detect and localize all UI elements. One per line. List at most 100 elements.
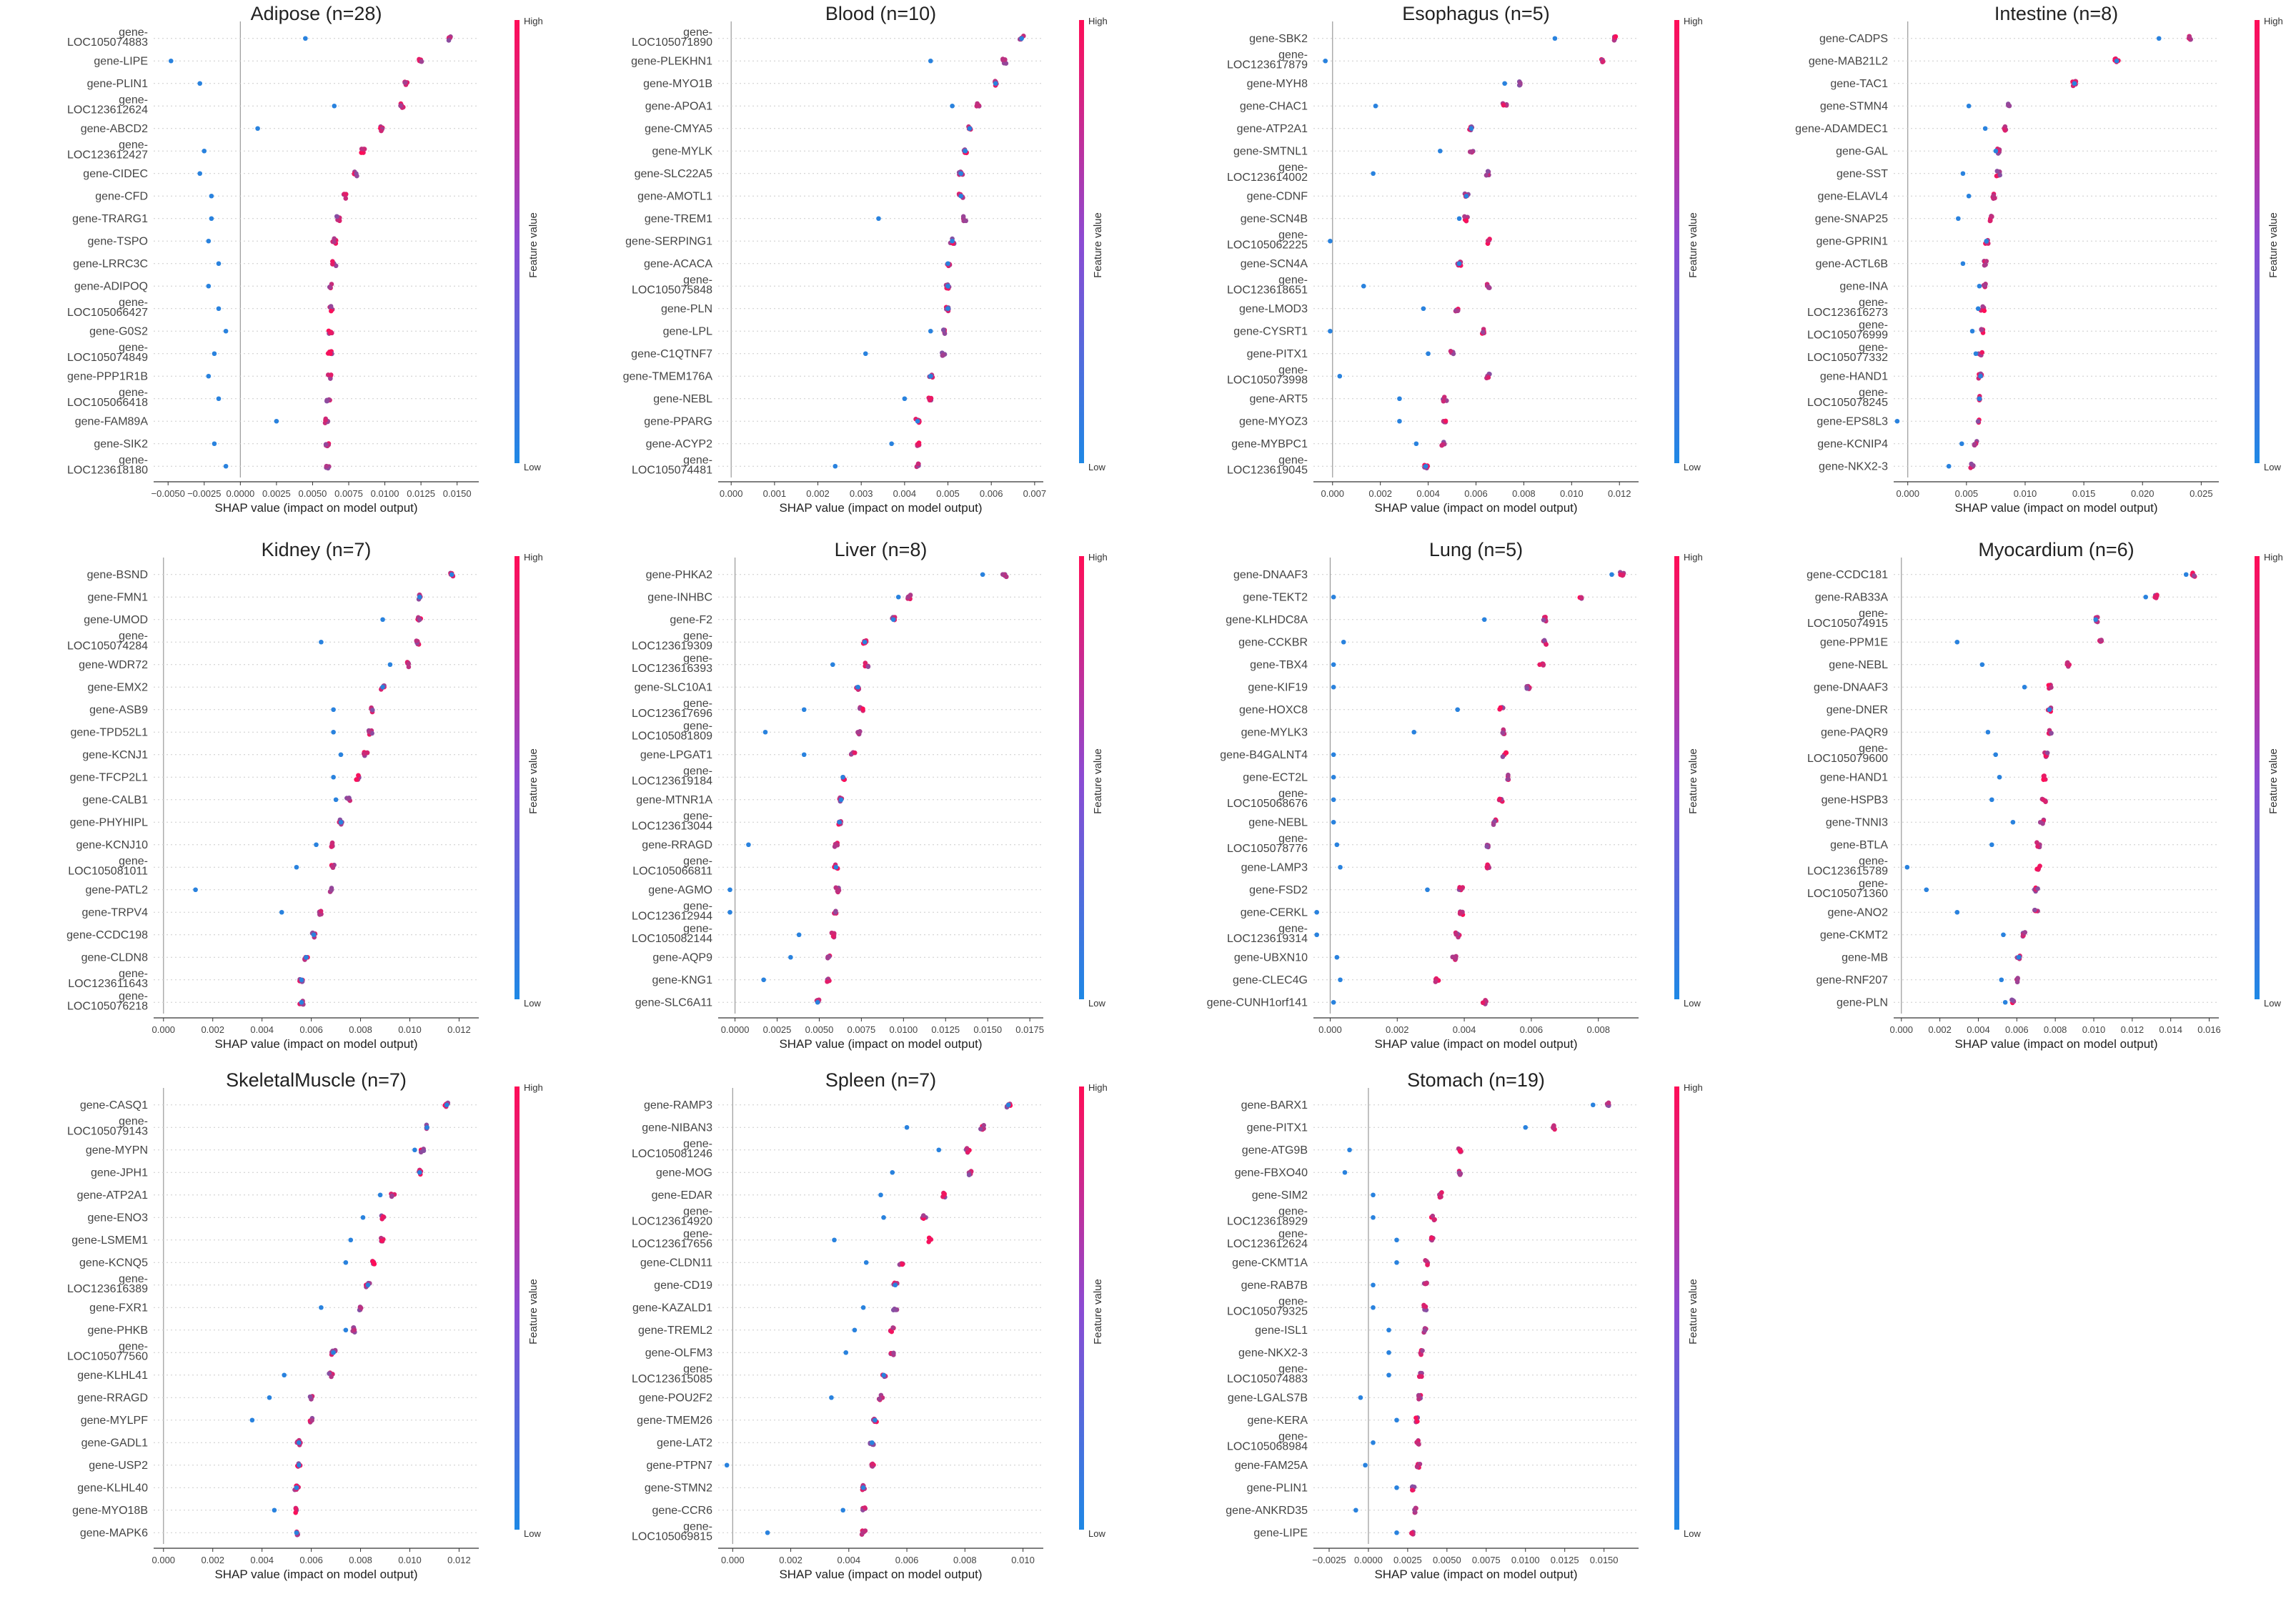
feature-label: gene-B4GALNT4 — [1220, 749, 1308, 761]
shap-point — [966, 1172, 972, 1178]
shap-point — [993, 81, 998, 86]
x-tick-label: 0.000 — [1896, 488, 1919, 499]
shap-point — [1420, 1348, 1425, 1353]
shap-point — [1457, 1149, 1463, 1154]
shap-point — [1982, 308, 1987, 313]
feature-label: gene-LOC105073998 — [1227, 364, 1308, 386]
feature-label: gene-MAPK6 — [80, 1527, 148, 1539]
shap-point — [1414, 1464, 1420, 1470]
feature-label: gene-STMN2 — [645, 1482, 712, 1494]
feature-label: gene-CLDN8 — [81, 951, 148, 964]
shap-point — [746, 842, 751, 848]
feature-label: gene-MYH8 — [1247, 78, 1308, 90]
shap-point — [1468, 149, 1474, 154]
shap-point — [863, 1528, 868, 1533]
feature-label: gene-WDR72 — [79, 659, 148, 671]
x-tick-label: 0.004 — [838, 1555, 861, 1565]
feature-label: gene-LOC105074481 — [632, 454, 712, 476]
x-tick-label: 0.010 — [1011, 1555, 1035, 1565]
shap-point — [1358, 1395, 1363, 1400]
shap-point — [417, 594, 422, 600]
shap-point — [331, 774, 336, 780]
shap-point — [1969, 328, 1975, 334]
shap-point — [1969, 461, 1974, 467]
shap-point — [1394, 1259, 1399, 1265]
shap-point — [379, 1238, 384, 1243]
shap-point — [1989, 797, 1994, 803]
shap-point — [307, 1394, 313, 1400]
feature-label: gene-PTPN7 — [647, 1460, 713, 1472]
colorbar-high-label: High — [524, 16, 543, 26]
shap-point — [928, 328, 933, 334]
shap-point — [1999, 977, 2004, 983]
feature-label: gene-LOC105066811 — [632, 855, 712, 877]
colorbar-high-label: High — [2264, 16, 2283, 26]
shap-point — [2043, 799, 2048, 804]
shap-point — [852, 750, 858, 756]
shap-point — [328, 304, 334, 309]
shap-point — [863, 1259, 869, 1265]
panel-title: Intestine (n=8) — [1994, 3, 2118, 24]
feature-label: gene-CHAC1 — [1240, 100, 1308, 112]
shap-point — [900, 1262, 905, 1267]
feature-label: gene-PITX1 — [1247, 1122, 1308, 1134]
shap-point — [372, 1262, 377, 1267]
feature-label: gene-KNG1 — [652, 974, 713, 986]
feature-label: gene-INHBC — [647, 591, 712, 603]
shap-point — [212, 441, 217, 447]
feature-label: gene-CD19 — [654, 1279, 712, 1292]
x-tick-label: 0.012 — [1608, 488, 1631, 499]
shap-point — [168, 58, 174, 64]
colorbar-title: Feature value — [2267, 212, 2280, 278]
shap-point — [324, 463, 329, 469]
shap-point — [449, 572, 454, 578]
shap-point — [964, 1146, 970, 1151]
shap-point — [370, 708, 375, 713]
colorbar-high-label: High — [524, 552, 543, 563]
x-tick-label: 0.001 — [763, 488, 787, 499]
shap-point — [891, 1350, 896, 1356]
x-tick-label: 0.0025 — [763, 1024, 792, 1035]
colorbar-title: Feature value — [1687, 748, 1699, 814]
shap-point — [1498, 705, 1504, 711]
feature-label: gene-LOC105081809 — [632, 720, 712, 742]
shap-point — [1456, 216, 1462, 222]
shap-point — [1331, 662, 1336, 668]
panel-title: Adipose (n=28) — [251, 3, 382, 24]
shap-point — [1979, 662, 1985, 668]
feature-label: gene-ANO2 — [1828, 906, 1889, 919]
shap-point — [323, 442, 329, 447]
shap-point — [1363, 1462, 1368, 1468]
colorbar-low-label: Low — [1088, 1528, 1105, 1539]
shap-point — [1480, 1000, 1486, 1006]
x-tick-label: 0.007 — [1023, 488, 1047, 499]
shap-point — [1544, 642, 1549, 647]
x-tick-label: 0.012 — [447, 1024, 471, 1035]
panel-liver: Liver (n=8) 0.0000 0.0025 0.0050 0.0075 0.010… — [632, 539, 1108, 1051]
panel-title: Kidney (n=7) — [262, 539, 372, 560]
colorbar-title: Feature value — [1092, 1279, 1104, 1345]
feature-label: gene-LOC105075848 — [632, 274, 712, 296]
shap-point — [945, 306, 950, 312]
shap-point — [2032, 907, 2037, 913]
shap-point — [319, 639, 324, 645]
colorbar-title: Feature value — [1687, 1279, 1699, 1345]
feature-label: gene-HAND1 — [1820, 370, 1888, 382]
shap-point — [801, 752, 807, 758]
shap-point — [343, 1259, 349, 1265]
shap-point — [877, 1396, 882, 1402]
feature-label: gene-LOC105078245 — [1807, 387, 1888, 409]
x-tick-label: 0.004 — [250, 1555, 274, 1565]
x-tick-label: 0.0125 — [407, 488, 435, 499]
shap-point — [936, 1147, 942, 1153]
panel-myocardium: Myocardium (n=6) 0.000 0.002 0.004 0.006 0.00… — [1807, 539, 2283, 1051]
shap-point — [1484, 864, 1490, 870]
shap-point — [832, 844, 838, 849]
shap-point — [916, 442, 922, 447]
feature-label: gene-PITX1 — [1247, 348, 1308, 360]
feature-label: gene-RAB33A — [1815, 591, 1889, 603]
x-tick-label: 0.008 — [953, 1555, 977, 1565]
feature-label: gene-OLFM3 — [645, 1347, 712, 1359]
shap-point — [212, 351, 217, 357]
shap-point — [1462, 214, 1467, 219]
